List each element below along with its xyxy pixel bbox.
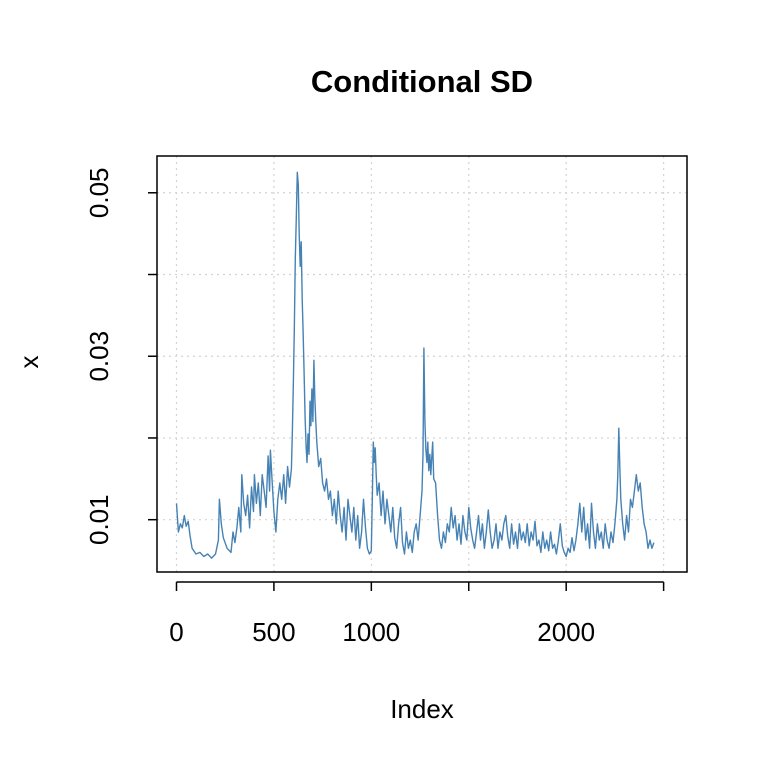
series-line — [175, 171, 655, 559]
x-tick-label: 0 — [169, 617, 183, 647]
y-axis-label: x — [14, 356, 44, 369]
x-axis-label: Index — [390, 694, 454, 724]
grid — [157, 156, 687, 572]
y-tick-label: 0.05 — [84, 167, 114, 218]
y-tick-label: 0.01 — [84, 494, 114, 545]
x-tick-label: 500 — [252, 617, 295, 647]
y-axis: 0.01 0.03 0.05 — [84, 167, 157, 545]
x-tick-label: 2000 — [537, 617, 595, 647]
plot-frame — [156, 155, 688, 573]
chart-title: Conditional SD — [311, 64, 533, 99]
x-axis: 0 500 1000 2000 — [169, 581, 665, 647]
x-tick-label: 1000 — [342, 617, 400, 647]
y-tick-label: 0.03 — [84, 331, 114, 382]
